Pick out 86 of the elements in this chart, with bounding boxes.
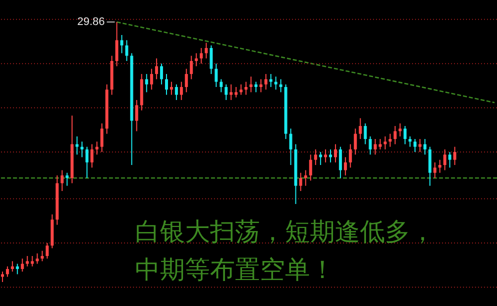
candlestick <box>26 256 29 267</box>
candlestick <box>418 138 422 152</box>
candlestick <box>438 159 442 174</box>
candlestick <box>299 172 302 192</box>
candlestick <box>125 40 128 62</box>
annotation: 白银大扫荡，短期逢低多， <box>135 217 435 246</box>
candlestick <box>289 128 292 166</box>
annotation: 中期等布置空单！ <box>135 255 335 284</box>
candlestick <box>66 172 69 186</box>
candlestick <box>413 138 416 152</box>
candlestick <box>384 136 387 150</box>
candlestick <box>214 63 218 88</box>
candlestick <box>368 136 372 156</box>
candlestick <box>160 63 164 85</box>
candlestick <box>254 81 258 93</box>
candlestick <box>224 84 228 100</box>
candlestick <box>234 86 238 98</box>
candlestick <box>423 138 426 156</box>
candlestick <box>210 44 213 74</box>
candlestick <box>220 78 223 93</box>
candlestick <box>309 154 312 182</box>
candlestick <box>448 152 452 168</box>
candlestick <box>190 55 193 80</box>
candlestick <box>194 52 198 67</box>
candlestick <box>170 81 173 96</box>
candlestick <box>120 34 124 54</box>
candlestick <box>174 84 178 100</box>
candlestick <box>240 84 243 96</box>
candlestick <box>155 58 158 80</box>
candlestick <box>145 74 148 93</box>
candlestick <box>95 141 98 156</box>
candlestick <box>46 242 49 260</box>
candlestick <box>230 84 233 100</box>
candlestick <box>319 152 322 166</box>
candlestick <box>428 146 432 186</box>
candlestick <box>164 74 168 96</box>
candlestick <box>374 138 377 156</box>
candlestick <box>16 263 19 275</box>
candlestick <box>115 22 118 67</box>
candlestick <box>85 146 88 178</box>
candlestick <box>76 136 79 156</box>
candlestick <box>364 122 367 145</box>
candlestick <box>329 148 332 163</box>
annotation: 29.86 <box>77 16 105 28</box>
candlestick <box>184 68 188 93</box>
candlestick <box>358 118 362 140</box>
candlestick <box>135 100 138 132</box>
candlestick <box>259 78 262 93</box>
candlestick <box>100 122 104 152</box>
candlestick <box>274 76 278 90</box>
candlestick <box>10 260 14 272</box>
candlestick <box>398 122 402 137</box>
candlestick <box>244 81 248 96</box>
candlestick <box>36 252 39 264</box>
candlestick <box>269 74 272 88</box>
candlestick <box>180 81 183 100</box>
candlestick <box>394 126 397 145</box>
candlestick <box>150 68 154 90</box>
candlestick <box>408 136 412 148</box>
candlestick <box>6 266 9 278</box>
candlestick <box>334 144 337 163</box>
candlestick <box>388 133 392 148</box>
candlestick <box>304 170 308 186</box>
candlestick <box>80 141 84 158</box>
candlestick <box>348 144 352 168</box>
candlestick <box>200 48 203 64</box>
candlestick <box>354 128 357 156</box>
candlestick <box>30 256 34 267</box>
candlestick <box>279 78 282 93</box>
candlestick <box>0 271 4 282</box>
candlestick <box>264 74 268 90</box>
candlestick <box>324 148 328 163</box>
candlestick <box>433 162 436 178</box>
candlestick <box>60 170 64 192</box>
candlestick <box>453 146 456 166</box>
candlestick <box>40 250 44 262</box>
candlestick <box>204 42 208 59</box>
candlestick <box>314 148 318 166</box>
candlestick <box>338 146 342 178</box>
candlestick <box>378 138 382 150</box>
candlestick <box>90 144 94 168</box>
candlestick <box>443 148 446 171</box>
candlestick <box>20 258 24 272</box>
candlestick <box>344 156 347 176</box>
candlestick <box>249 76 252 93</box>
candlestick <box>404 126 407 145</box>
